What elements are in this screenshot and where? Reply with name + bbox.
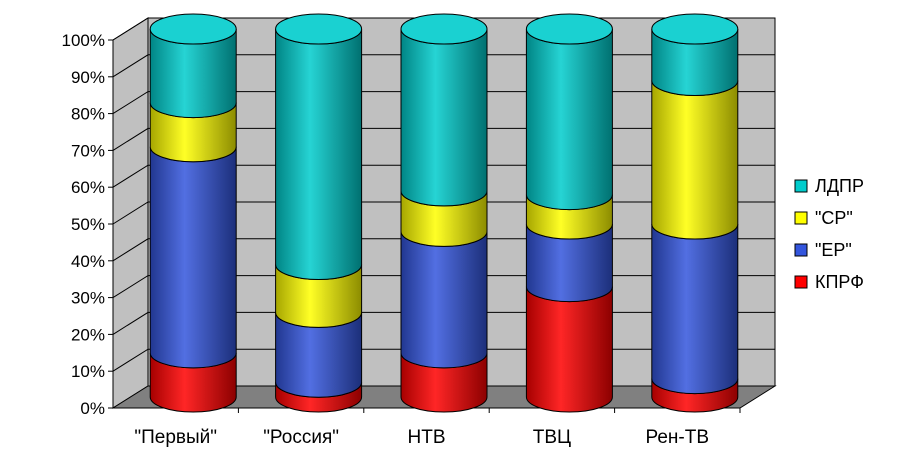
y-tick-label: 100% xyxy=(62,31,105,50)
cylinder-2 xyxy=(400,13,488,413)
cylinder-1 xyxy=(275,13,363,413)
y-tick-label: 60% xyxy=(71,178,105,197)
x-category-label: НТВ xyxy=(408,427,446,448)
segment-ЛДПР xyxy=(525,28,613,211)
y-tick-label: 90% xyxy=(71,68,105,87)
y-tick-label: 30% xyxy=(71,289,105,308)
cylinder-0 xyxy=(149,13,237,413)
cylinder-3 xyxy=(525,13,613,413)
segment-СР xyxy=(651,80,739,240)
cylinder-top xyxy=(400,13,488,45)
legend-swatch xyxy=(794,243,808,257)
segment-КПРФ xyxy=(525,286,613,413)
y-tick-label: 70% xyxy=(71,141,105,160)
legend-label: ЛДПР xyxy=(815,176,864,196)
x-axis-labels: "Первый" "Россия" НТВ ТВЦ Рен-ТВ xyxy=(134,408,741,448)
cylinder-4 xyxy=(651,13,739,413)
cylinder-top xyxy=(525,13,613,45)
segment-ЕР xyxy=(400,231,488,369)
x-category-label: "Первый" xyxy=(134,427,217,448)
cylinders xyxy=(149,13,739,413)
x-category-label: Рен-ТВ xyxy=(646,427,710,448)
y-tick-label: 20% xyxy=(71,325,105,344)
legend-label: "ЕР" xyxy=(815,240,852,260)
x-category-label: "Россия" xyxy=(263,427,339,448)
cylinder-top xyxy=(275,13,363,45)
legend-label: КПРФ xyxy=(815,272,864,292)
y-axis-ticks: 0% 10% 20% 30% 40% 50% 60% 70% 80% 90% 100% xyxy=(62,31,113,418)
cylinder-top xyxy=(651,13,739,45)
segment-ЛДПР xyxy=(400,28,488,207)
y-tick-label: 40% xyxy=(71,252,105,271)
y-tick-label: 10% xyxy=(71,362,105,381)
segment-ЕР xyxy=(149,146,237,369)
legend-label: "СР" xyxy=(815,208,853,228)
segment-ЛДПР xyxy=(275,28,363,280)
cylinder-top xyxy=(149,13,237,45)
y-tick-label: 0% xyxy=(80,399,105,418)
y-tick-label: 80% xyxy=(71,105,105,124)
x-category-label: ТВЦ xyxy=(533,427,571,448)
legend-swatch xyxy=(794,211,808,225)
legend: ЛДПР "СР" "ЕР" КПРФ xyxy=(794,176,864,292)
legend-swatch xyxy=(794,179,808,193)
legend-swatch xyxy=(794,275,808,289)
segment-ЕР xyxy=(651,223,739,395)
y-tick-label: 50% xyxy=(71,215,105,234)
